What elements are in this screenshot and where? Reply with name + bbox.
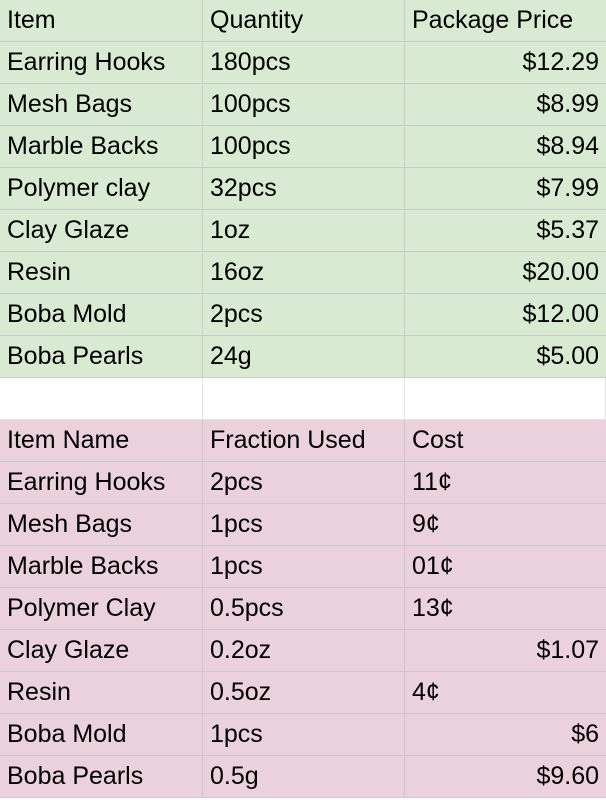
- header-cell[interactable]: Cost: [405, 420, 606, 462]
- table-row: Resin 16oz $20.00: [0, 252, 606, 294]
- table-row: Earring Hooks 2pcs 11¢: [0, 462, 606, 504]
- price-cell[interactable]: $12.29: [405, 42, 606, 84]
- table-row: Mesh Bags 100pcs $8.99: [0, 84, 606, 126]
- header-cell[interactable]: Fraction Used: [203, 420, 405, 462]
- item-cell[interactable]: Clay Glaze: [0, 210, 203, 252]
- item-cell[interactable]: Marble Backs: [0, 546, 203, 588]
- header-cell[interactable]: Item Name: [0, 420, 203, 462]
- table2-header-row: Item Name Fraction Used Cost: [0, 420, 606, 462]
- table-row: Polymer clay 32pcs $7.99: [0, 168, 606, 210]
- quantity-cell[interactable]: 24g: [203, 336, 405, 378]
- cost-cell[interactable]: 4¢: [405, 672, 606, 714]
- price-cell[interactable]: $20.00: [405, 252, 606, 294]
- fraction-cell[interactable]: 0.5g: [203, 756, 405, 798]
- table-row: Boba Mold 2pcs $12.00: [0, 294, 606, 336]
- item-cell[interactable]: Marble Backs: [0, 126, 203, 168]
- cost-cell[interactable]: 9¢: [405, 504, 606, 546]
- item-cell[interactable]: Boba Pearls: [0, 756, 203, 798]
- item-cell[interactable]: Resin: [0, 672, 203, 714]
- cost-cell[interactable]: $1.07: [405, 630, 606, 672]
- quantity-cell[interactable]: 100pcs: [203, 84, 405, 126]
- table-row: Earring Hooks 180pcs $12.29: [0, 42, 606, 84]
- item-cell[interactable]: Polymer clay: [0, 168, 203, 210]
- quantity-cell[interactable]: 100pcs: [203, 126, 405, 168]
- table1-header-row: Item Quantity Package Price: [0, 0, 606, 42]
- quantity-cell[interactable]: 1oz: [203, 210, 405, 252]
- empty-cell[interactable]: [0, 378, 203, 420]
- table-row: Boba Pearls 24g $5.00: [0, 336, 606, 378]
- table-row: Polymer Clay 0.5pcs 13¢: [0, 588, 606, 630]
- fraction-cell[interactable]: 0.2oz: [203, 630, 405, 672]
- table-row: Clay Glaze 0.2oz $1.07: [0, 630, 606, 672]
- empty-row: [0, 378, 606, 420]
- item-cell[interactable]: Mesh Bags: [0, 84, 203, 126]
- header-cell[interactable]: Quantity: [203, 0, 405, 42]
- item-cell[interactable]: Polymer Clay: [0, 588, 203, 630]
- price-cell[interactable]: $8.99: [405, 84, 606, 126]
- table-row: Mesh Bags 1pcs 9¢: [0, 504, 606, 546]
- fraction-cell[interactable]: 2pcs: [203, 462, 405, 504]
- header-cell[interactable]: Package Price: [405, 0, 606, 42]
- price-cell[interactable]: $12.00: [405, 294, 606, 336]
- item-cell[interactable]: Earring Hooks: [0, 462, 203, 504]
- cost-cell[interactable]: 11¢: [405, 462, 606, 504]
- table-row: Marble Backs 1pcs 01¢: [0, 546, 606, 588]
- cost-cell[interactable]: $6: [405, 714, 606, 756]
- fraction-cell[interactable]: 0.5pcs: [203, 588, 405, 630]
- empty-cell[interactable]: [203, 378, 405, 420]
- fraction-cell[interactable]: 1pcs: [203, 714, 405, 756]
- fraction-cell[interactable]: 1pcs: [203, 504, 405, 546]
- item-cell[interactable]: Earring Hooks: [0, 42, 203, 84]
- cost-cell[interactable]: $9.60: [405, 756, 606, 798]
- price-cell[interactable]: $5.37: [405, 210, 606, 252]
- cost-cell[interactable]: 13¢: [405, 588, 606, 630]
- table-row: Resin 0.5oz 4¢: [0, 672, 606, 714]
- table-row: Boba Pearls 0.5g $9.60: [0, 756, 606, 798]
- cost-cell[interactable]: 01¢: [405, 546, 606, 588]
- quantity-cell[interactable]: 32pcs: [203, 168, 405, 210]
- table-row: Clay Glaze 1oz $5.37: [0, 210, 606, 252]
- header-cell[interactable]: Item: [0, 0, 203, 42]
- price-cell[interactable]: $8.94: [405, 126, 606, 168]
- table-row: Boba Mold 1pcs $6: [0, 714, 606, 756]
- item-cell[interactable]: Mesh Bags: [0, 504, 203, 546]
- item-cell[interactable]: Boba Mold: [0, 714, 203, 756]
- quantity-cell[interactable]: 2pcs: [203, 294, 405, 336]
- quantity-cell[interactable]: 180pcs: [203, 42, 405, 84]
- fraction-cell[interactable]: 1pcs: [203, 546, 405, 588]
- empty-cell[interactable]: [405, 378, 606, 420]
- price-cell[interactable]: $7.99: [405, 168, 606, 210]
- fraction-cell[interactable]: 0.5oz: [203, 672, 405, 714]
- table-row: Marble Backs 100pcs $8.94: [0, 126, 606, 168]
- item-cell[interactable]: Resin: [0, 252, 203, 294]
- quantity-cell[interactable]: 16oz: [203, 252, 405, 294]
- item-cell[interactable]: Clay Glaze: [0, 630, 203, 672]
- item-cell[interactable]: Boba Pearls: [0, 336, 203, 378]
- price-cell[interactable]: $5.00: [405, 336, 606, 378]
- item-cell[interactable]: Boba Mold: [0, 294, 203, 336]
